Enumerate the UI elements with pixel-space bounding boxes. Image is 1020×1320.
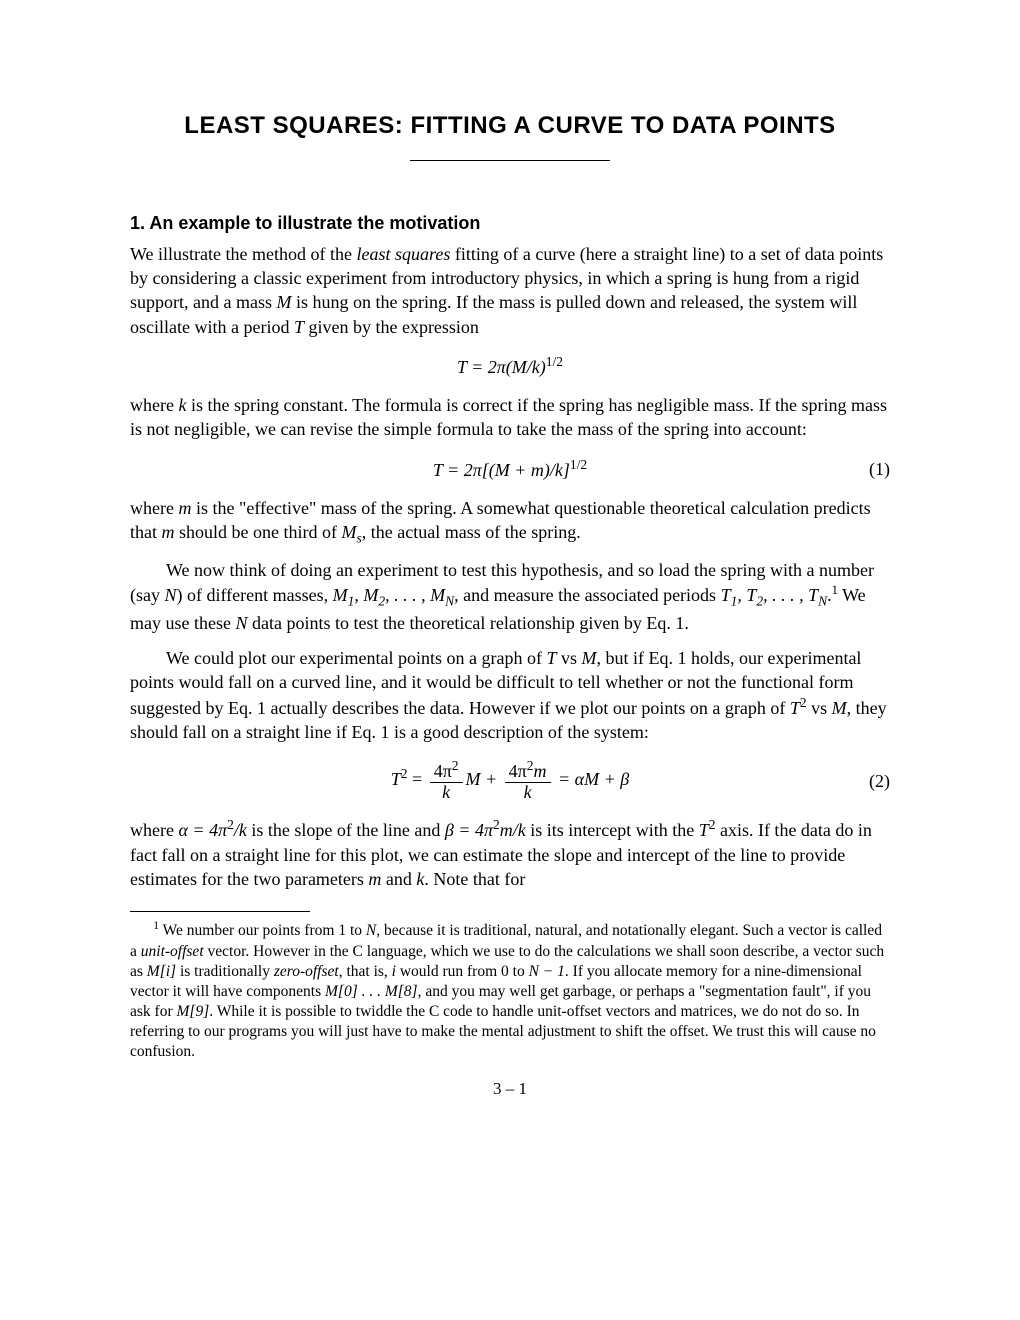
text: given by the expression xyxy=(304,317,479,337)
eq-lhs: T xyxy=(391,769,401,789)
emph: unit-offset xyxy=(141,943,204,960)
page-number: 3 – 1 xyxy=(130,1078,890,1101)
emph: zero-offset xyxy=(274,963,339,980)
fraction-1: 4π2k xyxy=(430,759,463,803)
text: , and measure the associated periods xyxy=(454,585,720,605)
text: where xyxy=(130,820,178,840)
var-M: M xyxy=(276,292,291,312)
paragraph-3: where m is the "effective" mass of the s… xyxy=(130,496,890,548)
footnote-rule xyxy=(130,911,310,912)
text: M + xyxy=(466,769,502,789)
paragraph-4: We now think of doing an experiment to t… xyxy=(130,558,890,635)
var-T: T xyxy=(294,317,304,337)
var-M: M xyxy=(581,648,596,668)
var-N: N xyxy=(165,585,177,605)
sup-2: 2 xyxy=(401,766,408,781)
text: , that is, xyxy=(339,963,392,980)
beta-eq: β = 4π xyxy=(445,820,493,840)
fraction-2: 4π2mk xyxy=(505,759,551,803)
var-m: m xyxy=(162,522,175,542)
emph: least squares xyxy=(357,244,451,264)
alpha-tail: /k xyxy=(234,820,247,840)
text: We number our points from 1 to xyxy=(159,922,366,939)
paragraph-6: where α = 4π2/k is the slope of the line… xyxy=(130,816,890,891)
equation-number: (2) xyxy=(869,768,890,792)
beta-tail: m/k xyxy=(500,820,526,840)
equation-display-2: T = 2π[(M + m)/k]1/2 (1) xyxy=(130,456,890,482)
var-M: M xyxy=(832,698,847,718)
title-rule xyxy=(410,160,610,161)
equation-number: (1) xyxy=(869,457,890,481)
var-Tsq: T xyxy=(790,698,800,718)
var-M08: M[0] . . . M[8] xyxy=(325,983,418,1000)
text: We could plot our experimental points on… xyxy=(166,648,546,668)
footnote-1: 1 We number our points from 1 to N, beca… xyxy=(130,918,890,1062)
text: where xyxy=(130,395,178,415)
text: is the spring constant. The formula is c… xyxy=(130,395,887,439)
text: We illustrate the method of the xyxy=(130,244,357,264)
eq-exp: 1/2 xyxy=(570,457,587,472)
var-Mlist: M1, M2, . . . , MN xyxy=(333,585,455,605)
sup-2: 2 xyxy=(493,817,500,832)
eq-exp: 1/2 xyxy=(546,354,563,369)
equation-display-1: T = 2π(M/k)1/2 xyxy=(130,353,890,379)
text: vs xyxy=(556,648,581,668)
text: is the slope of the line and xyxy=(247,820,445,840)
text: where xyxy=(130,498,178,518)
text: is traditionally xyxy=(176,963,274,980)
text: should be one third of xyxy=(175,522,342,542)
var-M9: M[9] xyxy=(177,1003,210,1020)
text: and xyxy=(381,869,416,889)
section-heading: 1. An example to illustrate the motivati… xyxy=(130,211,890,235)
var-Nminus1: N − 1 xyxy=(529,963,565,980)
var-T: T xyxy=(546,648,556,668)
var-Mi: M[i] xyxy=(147,963,176,980)
equation-display-3: T2 = 4π2kM + 4π2mk = αM + β (2) xyxy=(130,759,890,803)
text: . Note that for xyxy=(424,869,525,889)
text: = αM + β xyxy=(554,769,630,789)
var-m: m xyxy=(368,869,381,889)
var-Tlist: T1, T2, . . . , TN xyxy=(721,585,828,605)
text: , the actual mass of the spring. xyxy=(362,522,581,542)
page-title: LEAST SQUARES: FITTING A CURVE TO DATA P… xyxy=(130,110,890,142)
var-Tsq: T xyxy=(699,820,709,840)
sup-2: 2 xyxy=(227,817,234,832)
sup-2: 2 xyxy=(800,695,807,710)
text: ) of different masses, xyxy=(177,585,333,605)
page: LEAST SQUARES: FITTING A CURVE TO DATA P… xyxy=(0,0,1020,1141)
text: is its intercept with the xyxy=(526,820,699,840)
text: would run from 0 to xyxy=(396,963,529,980)
eq-body: T = 2π[(M + m)/k] xyxy=(433,460,570,480)
eq-body: T = 2π(M/k) xyxy=(457,357,546,377)
text: vs xyxy=(807,698,832,718)
eq-eq: = xyxy=(408,769,427,789)
alpha-eq: α = 4π xyxy=(178,820,227,840)
var-N: N xyxy=(366,922,376,939)
var-m: m xyxy=(178,498,191,518)
text: data points to test the theoretical rela… xyxy=(247,613,688,633)
var-Ms: M xyxy=(341,522,356,542)
text: . While it is possible to twiddle the C … xyxy=(130,1003,876,1060)
var-N: N xyxy=(235,613,247,633)
paragraph-5: We could plot our experimental points on… xyxy=(130,646,890,745)
paragraph-2: where k is the spring constant. The form… xyxy=(130,393,890,442)
paragraph-1: We illustrate the method of the least sq… xyxy=(130,242,890,339)
